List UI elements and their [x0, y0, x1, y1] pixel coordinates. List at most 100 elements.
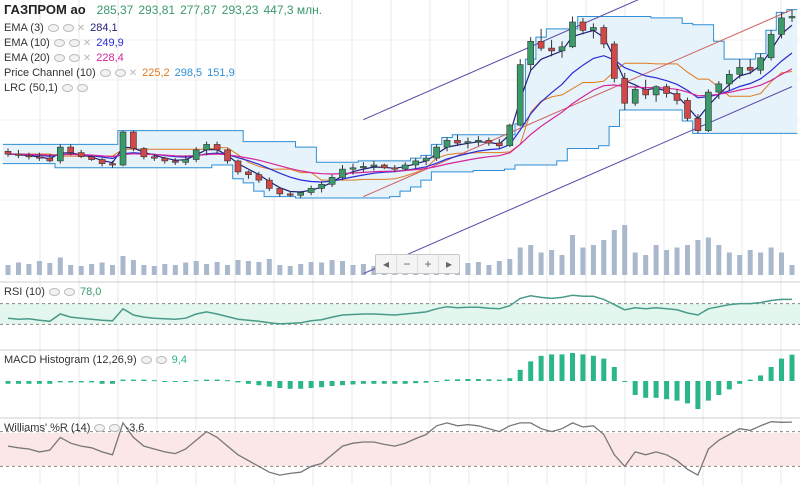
settings-eye-icon[interactable]	[76, 84, 88, 92]
settings-eye-icon[interactable]	[155, 356, 167, 364]
volume-bar	[89, 264, 95, 275]
candle-body	[569, 21, 576, 48]
candle-body	[224, 149, 231, 162]
volume-bar	[110, 265, 115, 275]
volume-bar	[517, 247, 523, 275]
candle-body	[276, 188, 284, 195]
macd-bar	[475, 379, 481, 381]
eye-icon[interactable]	[94, 424, 106, 432]
ticker-title: ГАЗПРОМ ао	[4, 2, 86, 17]
candle-body	[67, 146, 74, 153]
macd-bar	[298, 381, 304, 389]
candle-body	[46, 157, 54, 162]
legend-lrc-name: LRC (50,1)	[4, 82, 58, 94]
volume-bar	[36, 261, 42, 275]
candle-body	[161, 157, 169, 162]
candle-body	[370, 164, 378, 167]
price-channel-lower-line	[2, 109, 798, 199]
candle-body	[663, 86, 670, 94]
legend-price-channel-name: Price Channel (10)	[4, 67, 96, 79]
macd-bar	[726, 381, 732, 390]
candle-body	[4, 151, 12, 155]
legend-ema3[interactable]: EMA (3) ✕ 284,1	[4, 22, 118, 34]
macd-bar	[580, 354, 586, 381]
eye-icon[interactable]	[47, 24, 59, 32]
macd-bar	[392, 381, 398, 384]
pane-backgrounds	[0, 281, 800, 466]
macd-bar	[486, 379, 492, 381]
legend-ema20[interactable]: EMA (20) ✕ 228,4	[4, 52, 124, 64]
close-icon[interactable]: ✕	[76, 22, 86, 34]
zoom-out-button[interactable]: −	[397, 255, 418, 273]
williams-legend[interactable]: Williams' %R (14) -3,6	[4, 422, 144, 434]
settings-eye-icon[interactable]	[62, 24, 74, 32]
macd-value: 9,4	[171, 354, 187, 366]
volume-bar	[141, 265, 147, 275]
close-icon[interactable]: ✕	[82, 37, 92, 49]
macd-bar	[455, 379, 460, 381]
macd-bar	[705, 381, 711, 401]
zoom-in-button[interactable]: +	[418, 255, 439, 273]
rsi-line	[7, 294, 792, 325]
volume-bar	[653, 245, 659, 275]
macd-bar	[611, 367, 617, 381]
lrc-center-line	[363, 9, 793, 198]
candle-body	[130, 131, 137, 149]
candle-body	[255, 174, 263, 181]
legend-ema10[interactable]: EMA (10) ✕ 249,9	[4, 37, 124, 49]
legend-price-channel[interactable]: Price Channel (10) ✕ 225,2 298,5 151,9	[4, 67, 235, 79]
close-icon[interactable]: ✕	[82, 52, 92, 64]
settings-eye-icon[interactable]	[68, 54, 80, 62]
volume-bar	[549, 250, 555, 275]
eye-icon[interactable]	[61, 84, 73, 92]
settings-eye-icon[interactable]	[109, 424, 121, 432]
rsi-legend[interactable]: RSI (10) 78,0	[4, 286, 101, 298]
volume-bar	[68, 265, 74, 275]
williams-line	[7, 421, 793, 477]
settings-eye-icon[interactable]	[68, 39, 80, 47]
candle-body	[516, 64, 524, 126]
legend-lrc[interactable]: LRC (50,1)	[4, 82, 88, 94]
macd-bar	[716, 381, 722, 395]
volume-bar	[350, 265, 356, 275]
macd-bar	[423, 381, 429, 383]
candle-body	[705, 91, 712, 131]
macd-bar	[68, 381, 74, 383]
volume-bar	[695, 240, 701, 275]
candle-body	[318, 184, 325, 189]
macd-bar	[277, 381, 283, 388]
candle-body	[579, 21, 587, 31]
scroll-left-button[interactable]: ◂	[376, 255, 397, 273]
eye-icon[interactable]	[53, 39, 65, 47]
candle-body	[380, 164, 388, 169]
lrc-lines	[363, 0, 793, 275]
candle-body	[422, 157, 430, 162]
settings-eye-icon[interactable]	[63, 288, 75, 296]
volume-bar	[538, 252, 544, 275]
ema20-line	[7, 68, 793, 175]
macd-bar	[214, 379, 220, 381]
volume-bar	[26, 264, 32, 275]
candle-body	[454, 140, 461, 144]
scroll-right-button[interactable]: ▸	[445, 257, 453, 271]
volume-bar	[340, 261, 345, 275]
candle-body	[286, 193, 294, 196]
eye-icon[interactable]	[140, 356, 152, 364]
candle-body	[506, 124, 514, 146]
volume-bar	[768, 247, 774, 275]
macd-bar	[57, 381, 63, 383]
eye-icon[interactable]	[53, 54, 65, 62]
candle-body	[788, 16, 796, 19]
quote-high: 293,81	[138, 2, 176, 17]
macd-legend[interactable]: MACD Histogram (12,26,9) 9,4	[4, 354, 187, 366]
macd-bar	[172, 381, 178, 382]
volume-bar	[758, 252, 764, 275]
macd-bar	[695, 381, 701, 409]
close-icon[interactable]: ✕	[128, 67, 138, 79]
eye-icon[interactable]	[48, 288, 60, 296]
candle-body	[694, 118, 702, 132]
candle-body	[767, 34, 775, 59]
eye-icon[interactable]	[99, 69, 111, 77]
settings-eye-icon[interactable]	[114, 69, 126, 77]
